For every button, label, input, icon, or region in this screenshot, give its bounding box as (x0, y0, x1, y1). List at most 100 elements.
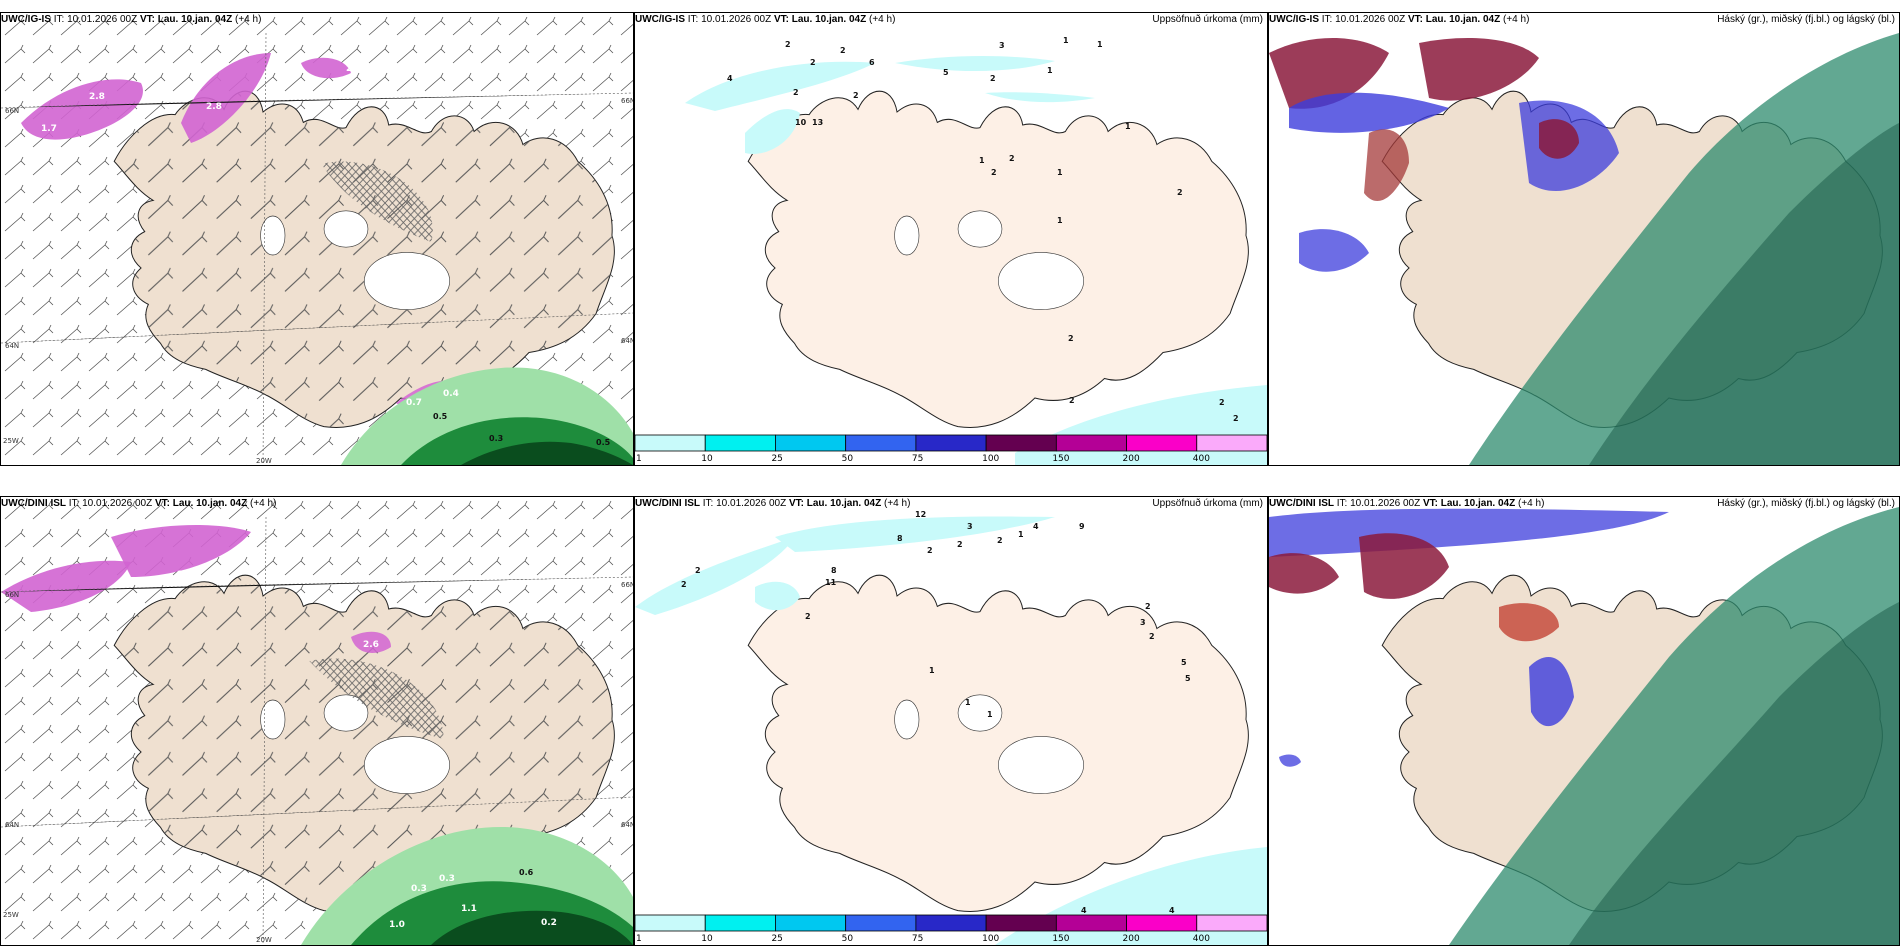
svg-text:1: 1 (929, 666, 935, 675)
svg-text:0.6: 0.6 (519, 868, 534, 877)
legend-tick: 200 (1123, 454, 1140, 464)
svg-text:3: 3 (999, 41, 1005, 50)
svg-text:3: 3 (967, 522, 973, 531)
svg-text:5: 5 (1181, 658, 1187, 667)
svg-text:2: 2 (1145, 602, 1151, 611)
svg-text:4: 4 (1169, 906, 1175, 915)
panel-dini-precip: UWC/DINI ISL IT: 10.01.2026 00Z VT: Lau.… (634, 496, 1268, 946)
legend-swatch (704, 914, 776, 932)
svg-text:1: 1 (987, 710, 993, 719)
svg-text:2: 2 (810, 58, 816, 67)
svg-text:2: 2 (991, 168, 997, 177)
legend-tick: 10 (701, 934, 713, 944)
panel-ig-wind: UWC/IG-IS IT: 10.01.2026 00Z VT: Lau. 10… (0, 12, 634, 466)
legend-tick: 25 (771, 934, 782, 944)
panel-title: UWC/IG-IS IT: 10.01.2026 00Z VT: Lau. 10… (635, 14, 896, 25)
legend-swatch (985, 434, 1057, 452)
svg-text:2.0: 2.0 (346, 64, 362, 74)
cloud-map (1269, 507, 1899, 945)
svg-text:1: 1 (1097, 40, 1103, 49)
svg-text:64N: 64N (621, 337, 633, 345)
svg-text:1.7: 1.7 (41, 124, 57, 134)
svg-text:2: 2 (793, 88, 799, 97)
legend-swatch (985, 914, 1057, 932)
svg-text:64N: 64N (5, 821, 19, 829)
svg-text:2: 2 (805, 612, 811, 621)
svg-text:0.5: 0.5 (596, 438, 611, 447)
panel-title: UWC/DINI ISL IT: 10.01.2026 00Z VT: Lau.… (635, 498, 911, 509)
svg-text:2.3: 2.3 (177, 570, 193, 580)
precip-title: Uppsöfnuð úrkoma (mm) (1152, 14, 1263, 25)
legend-tick: 200 (1123, 934, 1140, 944)
precip-map: 12 3 4 9 8 2 2 2 1 8 11 2 2 2 1 1 1 5 5 … (635, 510, 1267, 945)
svg-text:13: 13 (812, 118, 823, 127)
panel-dini-cloud: UWC/DINI ISL IT: 10.01.2026 00Z VT: Lau.… (1268, 496, 1900, 946)
svg-text:6: 6 (869, 58, 875, 67)
legend-tick: 150 (1052, 934, 1069, 944)
svg-text:0.3: 0.3 (489, 434, 503, 443)
svg-text:2: 2 (1233, 414, 1239, 423)
cloud-map (1269, 33, 1899, 465)
svg-text:1.1: 1.1 (461, 904, 477, 914)
precip-values: 12 3 4 9 8 2 2 2 1 8 11 2 2 2 1 1 1 5 5 … (681, 510, 1191, 915)
svg-text:66N: 66N (621, 97, 633, 105)
precip-values: 2 2 2 6 4 2 5 2 3 1 1 1 2 10 13 2 1 2 1 … (727, 36, 1239, 423)
legend-tick: 150 (1052, 454, 1069, 464)
svg-text:8: 8 (831, 566, 837, 575)
panel-ig-precip: UWC/IG-IS IT: 10.01.2026 00Z VT: Lau. 10… (634, 12, 1268, 466)
svg-text:9: 9 (1079, 522, 1085, 531)
svg-text:2: 2 (1009, 154, 1015, 163)
svg-text:0.5: 0.5 (433, 412, 448, 421)
svg-text:8: 8 (897, 534, 903, 543)
svg-text:20W: 20W (256, 457, 272, 465)
legend-swatch (1196, 434, 1267, 452)
legend-swatch (1126, 434, 1198, 452)
legend-swatch (775, 914, 847, 932)
wind-map: 2.8 2.8 2.0 1.7 0.5 0.5 0.3 0.7 0.4 66N … (1, 13, 633, 465)
legend-tick: 50 (842, 934, 854, 944)
svg-text:1: 1 (1047, 66, 1053, 75)
legend-tick: 1 (636, 454, 642, 464)
svg-text:2: 2 (1069, 396, 1075, 405)
legend-bar: 1 10 25 50 75 100 150 200 400 (635, 914, 1267, 944)
svg-text:20W: 20W (256, 936, 272, 944)
svg-text:2: 2 (1149, 632, 1155, 641)
precip-map: 2 2 2 6 4 2 5 2 3 1 1 1 2 10 13 2 1 2 1 … (685, 36, 1267, 465)
panel-title: UWC/IG-IS IT: 10.01.2026 00Z VT: Lau. 10… (1, 14, 262, 25)
legend-tick: 10 (701, 454, 713, 464)
legend-tick: 100 (982, 454, 999, 464)
svg-text:1: 1 (1057, 216, 1063, 225)
svg-text:2: 2 (1068, 334, 1074, 343)
svg-text:1.0: 1.0 (389, 920, 405, 930)
svg-text:2.6: 2.6 (363, 640, 379, 650)
precip-legend: 1 10 25 50 75 100 150 200 400 (635, 433, 1267, 465)
panel-title: UWC/IG-IS IT: 10.01.2026 00Z VT: Lau. 10… (1269, 14, 1530, 25)
svg-text:4: 4 (1081, 906, 1087, 915)
svg-text:0.3: 0.3 (439, 874, 455, 884)
cloud-title: Háský (gr.), miðský (fj.bl.) og lágský (… (1717, 14, 1895, 25)
svg-text:66N: 66N (5, 591, 19, 599)
svg-text:11: 11 (825, 578, 837, 587)
svg-text:10: 10 (795, 118, 807, 127)
svg-text:2: 2 (853, 91, 859, 100)
wind-map: 2.5 2.3 2.6 0.6 0.2 1.0 0.3 1.1 0.3 66N … (1, 497, 633, 945)
svg-text:2.8: 2.8 (206, 102, 222, 112)
legend-swatch (1196, 914, 1267, 932)
legend-swatch (915, 434, 987, 452)
svg-text:2: 2 (990, 74, 996, 83)
svg-text:0.4: 0.4 (443, 389, 459, 399)
svg-text:0.3: 0.3 (411, 884, 427, 894)
precip-legend: 1 10 25 50 75 100 150 200 400 (635, 913, 1267, 945)
svg-text:0.2: 0.2 (541, 918, 557, 928)
legend-swatch (845, 914, 917, 932)
legend-swatch (635, 434, 706, 452)
svg-text:64N: 64N (621, 821, 633, 829)
svg-text:2: 2 (1219, 398, 1225, 407)
legend-tick: 25 (771, 454, 782, 464)
svg-text:1: 1 (1125, 122, 1131, 131)
panel-title: UWC/DINI ISL IT: 10.01.2026 00Z VT: Lau.… (1, 498, 277, 509)
legend-tick: 400 (1193, 934, 1210, 944)
svg-text:1: 1 (965, 698, 971, 707)
legend-tick: 100 (982, 934, 999, 944)
cloud-title: Háský (gr.), miðský (fj.bl.) og lágský (… (1717, 498, 1895, 509)
